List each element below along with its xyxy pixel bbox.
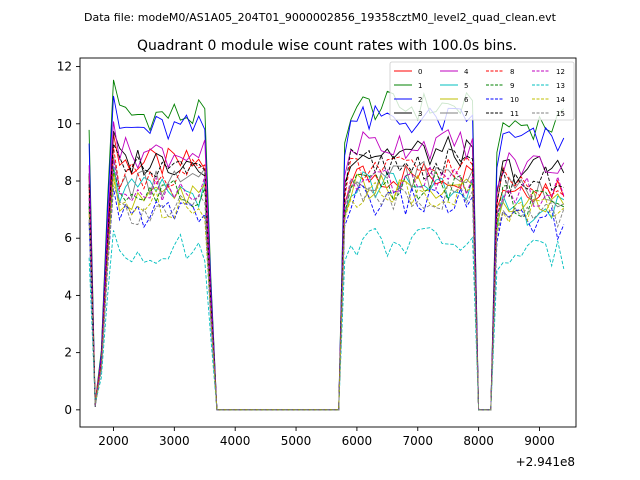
legend-label-7: 7: [464, 110, 468, 118]
x-tick-label: 4000: [220, 434, 251, 448]
x-tick-label: 7000: [402, 434, 433, 448]
legend-label-1: 1: [418, 82, 422, 90]
x-tick-label: 9000: [524, 434, 555, 448]
y-axis: 0 2 4 6 8 10 12: [57, 60, 80, 417]
x-axis: 2000 3000 4000 5000 6000 7000 8000 9000: [98, 427, 555, 448]
legend-label-9: 9: [510, 82, 514, 90]
x-tick-label: 2000: [98, 434, 129, 448]
x-tick-label: 8000: [463, 434, 494, 448]
series-line-15: [88, 179, 565, 411]
legend-label-6: 6: [464, 96, 469, 104]
legend-label-4: 4: [464, 68, 469, 76]
y-tick-label: 8: [64, 174, 72, 188]
y-tick-label: 4: [64, 288, 72, 302]
legend-label-10: 10: [510, 96, 519, 104]
legend-label-15: 15: [556, 110, 565, 118]
y-tick-label: 0: [64, 403, 72, 417]
legend-label-14: 14: [556, 96, 565, 104]
axes-frame: [79, 57, 577, 428]
y-tick-label: 6: [64, 231, 72, 245]
legend-label-0: 0: [418, 68, 422, 76]
legend-label-5: 5: [464, 82, 468, 90]
legend-label-3: 3: [418, 110, 422, 118]
legend-label-13: 13: [556, 82, 565, 90]
x-tick-label: 5000: [281, 434, 312, 448]
y-tick-label: 2: [64, 346, 72, 360]
legend-label-2: 2: [418, 96, 422, 104]
legend-label-8: 8: [510, 68, 514, 76]
legend-label-12: 12: [556, 68, 565, 76]
x-tick-label: 6000: [342, 434, 373, 448]
chart-title: Quadrant 0 module wise count rates with …: [137, 38, 517, 54]
x-offset-text: +2.941e8: [516, 455, 575, 469]
legend-box: [389, 61, 575, 121]
plot-area: [79, 57, 577, 428]
legend-label-11: 11: [510, 110, 519, 118]
y-tick-label: 10: [57, 117, 72, 131]
x-tick-label: 3000: [159, 434, 190, 448]
y-tick-label: 12: [57, 60, 72, 74]
suptitle: Data file: modeM0/AS1A05_204T01_90000028…: [84, 11, 557, 24]
